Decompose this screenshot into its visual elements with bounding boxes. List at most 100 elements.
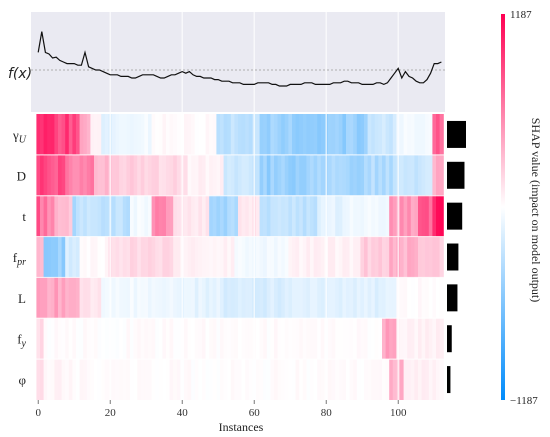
heatmap-cell [104,154,109,196]
heatmap-cell [158,154,163,196]
heatmap-cell [104,359,109,400]
heatmap-cell [248,359,253,400]
heatmap-cell [126,154,131,196]
heatmap-cell [400,359,405,400]
heatmap-cell [425,318,430,360]
heatmap-cell [133,154,138,196]
heatmap-cell [299,114,304,155]
heatmap-cell [40,195,45,237]
heatmap-cell [295,114,300,155]
heatmap-cell [79,318,84,360]
heatmap-cell [338,154,343,196]
heatmap-cell [220,277,225,319]
heatmap-cell [97,359,102,400]
heatmap-cell [389,154,394,196]
heatmap-cell [230,236,235,278]
heatmap-cell [284,359,289,400]
heatmap-cell [227,195,232,237]
heatmap-cell [155,236,160,278]
heatmap-cell [436,195,441,237]
heatmap-cell [328,154,333,196]
heatmap-cell [230,359,235,400]
heatmap-cell [122,359,127,400]
heatmap-cell [367,114,372,155]
heatmap-cell [162,114,167,155]
heatmap-cell [61,195,66,237]
heatmap-cell [425,359,430,400]
heatmap-cell [353,359,358,400]
heatmap-cell [184,154,189,196]
heatmap-cell [191,195,196,237]
heatmap-cell [403,318,408,360]
heatmap-cell [198,277,203,319]
heatmap-cell [248,236,253,278]
heatmap-cell [140,195,145,237]
heatmap-cell [115,236,120,278]
heatmap-cell [346,114,351,155]
heatmap-cell [68,318,73,360]
heatmap-cell [342,359,347,400]
heatmap-cell [403,277,408,319]
heatmap-cell [306,318,311,360]
heatmap-cell [392,359,397,400]
heatmap-cell [320,236,325,278]
heatmap-cell [122,236,127,278]
heatmap-cell [277,114,282,155]
heatmap-cell [385,154,390,196]
heatmap-cell [317,277,322,319]
heatmap-cell [400,236,405,278]
heatmap-cell [342,154,347,196]
heatmap-cell [385,277,390,319]
heatmap-cell [216,277,221,319]
heatmap-cell [220,114,225,155]
heatmap-cell [295,318,300,360]
heatmap-cell [169,195,174,237]
heatmap-cell [126,318,131,360]
heatmap-cell [371,318,376,360]
heatmap-cell [65,236,70,278]
heatmap-cell [248,114,253,155]
fx-panel-background [31,12,445,112]
heatmap-cell [238,318,243,360]
heatmap-cell [101,318,106,360]
heatmap-cell [212,154,217,196]
heatmap-cell [140,359,145,400]
heatmap-cell [331,318,336,360]
heatmap-cell [191,154,196,196]
heatmap-cell [331,114,336,155]
colorbar [501,14,505,400]
heatmap-cell [194,277,199,319]
heatmap-cell [439,236,444,278]
heatmap-cell [40,114,45,155]
heatmap-cell [328,359,333,400]
heatmap-cell [133,114,138,155]
heatmap-cell [209,359,214,400]
heatmap-cell [209,154,214,196]
heatmap-cell [371,359,376,400]
heatmap-cell [374,114,379,155]
heatmap-cell [166,359,171,400]
heatmap-cell [263,114,268,155]
heatmap-cell [284,195,289,237]
heatmap-cell [212,195,217,237]
heatmap-cell [223,359,228,400]
heatmap-cell [410,359,415,400]
heatmap-cell [360,154,365,196]
heatmap-cell [328,277,333,319]
heatmap-cell [317,236,322,278]
heatmap-cell [263,359,268,400]
heatmap-cell [320,195,325,237]
heatmap-cell [356,195,361,237]
heatmap-cell [36,236,41,278]
heatmap-cell [119,236,124,278]
heatmap-cell [382,359,387,400]
heatmap-cell [256,318,261,360]
heatmap-cell [400,318,405,360]
heatmap-cell [101,236,106,278]
fx-label: f(x) [8,66,32,82]
heatmap-cell [266,236,271,278]
heatmap-cell [241,318,246,360]
heatmap-cell [90,195,95,237]
heatmap-cell [439,195,444,237]
heatmap-cell [302,154,307,196]
